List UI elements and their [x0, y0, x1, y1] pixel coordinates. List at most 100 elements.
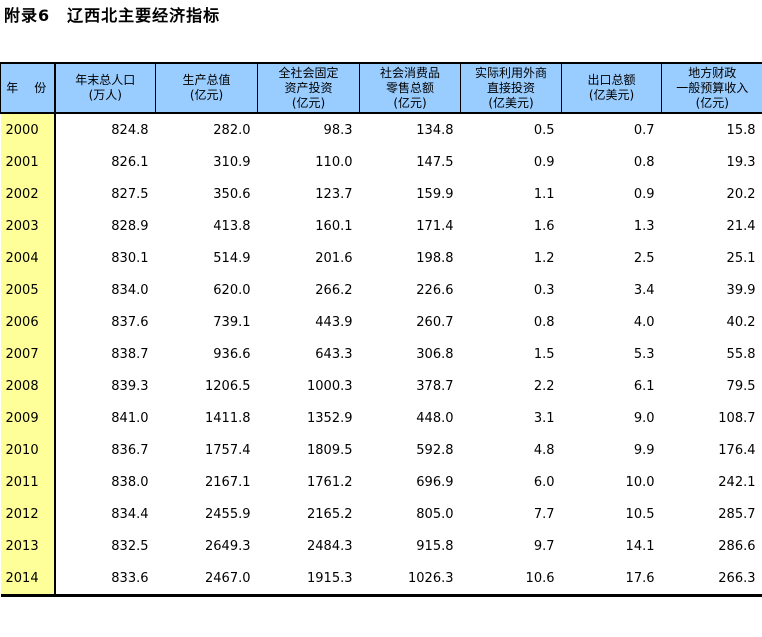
- value-cell-pop: 834.4: [54, 498, 156, 530]
- value-cell-fai: 1809.5: [257, 434, 360, 466]
- column-header-line: (亿元): [189, 88, 224, 102]
- value-cell-fis: 176.4: [661, 434, 762, 466]
- value-cell-ret: 448.0: [359, 402, 461, 434]
- value-cell-fis: 25.1: [661, 242, 762, 274]
- table-header: 年 份年末总人口 (万人) 生产总值 (亿元) 全社会固定 资产投资 (亿元) 社会消费品 零售…: [0, 62, 762, 114]
- value-cell-exp: 1.3: [561, 210, 662, 242]
- value-cell-fdi: 3.1: [460, 402, 562, 434]
- value-cell-fai: 1352.9: [257, 402, 360, 434]
- value-cell-pop: 832.5: [54, 530, 156, 562]
- value-cell-fai: 201.6: [257, 242, 360, 274]
- value-cell-exp: 2.5: [561, 242, 662, 274]
- column-header-line: (亿美元): [588, 88, 635, 102]
- value-cell-pop: 827.5: [54, 178, 156, 210]
- year-cell: 2004: [0, 242, 56, 274]
- value-cell-fai: 2165.2: [257, 498, 360, 530]
- year-cell: 2012: [0, 498, 56, 530]
- value-cell-gdp: 2167.1: [155, 466, 258, 498]
- table-row: 2001 826.1 310.9 110.0 147.5 0.9 0.8 19.3: [0, 146, 762, 178]
- table-row: 2013 832.5 2649.3 2484.3 915.8 9.7 14.1 286.6: [0, 530, 762, 562]
- value-cell-exp: 4.0: [561, 306, 662, 338]
- value-cell-gdp: 413.8: [155, 210, 258, 242]
- value-cell-fis: 55.8: [661, 338, 762, 370]
- value-cell-exp: 9.9: [561, 434, 662, 466]
- table-row: 2012 834.4 2455.9 2165.2 805.0 7.7 10.5 285.7: [0, 498, 762, 530]
- value-cell-pop: 841.0: [54, 402, 156, 434]
- year-cell: 2011: [0, 466, 56, 498]
- value-cell-fdi: 0.9: [460, 146, 562, 178]
- value-cell-pop: 834.0: [54, 274, 156, 306]
- value-cell-exp: 0.7: [561, 113, 662, 146]
- year-cell: 2014: [0, 562, 56, 596]
- value-cell-fdi: 1.5: [460, 338, 562, 370]
- value-cell-fis: 285.7: [661, 498, 762, 530]
- value-cell-fdi: 1.6: [460, 210, 562, 242]
- value-cell-fai: 443.9: [257, 306, 360, 338]
- value-cell-fdi: 0.5: [460, 113, 562, 146]
- value-cell-fai: 1915.3: [257, 562, 360, 596]
- value-cell-fai: 98.3: [257, 113, 360, 146]
- value-cell-pop: 839.3: [54, 370, 156, 402]
- value-cell-ret: 147.5: [359, 146, 461, 178]
- value-cell-gdp: 310.9: [155, 146, 258, 178]
- value-cell-exp: 17.6: [561, 562, 662, 596]
- value-cell-pop: 828.9: [54, 210, 156, 242]
- column-header-line: 社会消费品: [379, 65, 440, 80]
- column-header-line: (亿元): [695, 95, 729, 110]
- column-header-line: 全社会固定: [278, 65, 339, 80]
- value-cell-exp: 10.5: [561, 498, 662, 530]
- value-cell-gdp: 514.9: [155, 242, 258, 274]
- table-row: 2010 836.7 1757.4 1809.5 592.8 4.8 9.9 176.4: [0, 434, 762, 466]
- table-row: 2003 828.9 413.8 160.1 171.4 1.6 1.3 21.4: [0, 210, 762, 242]
- value-cell-ret: 226.6: [359, 274, 461, 306]
- value-cell-exp: 0.8: [561, 146, 662, 178]
- column-header-line: (亿元): [393, 95, 427, 110]
- value-cell-ret: 134.8: [359, 113, 461, 146]
- column-header-line: 生产总值: [182, 73, 231, 87]
- value-cell-ret: 198.8: [359, 242, 461, 274]
- value-cell-gdp: 2649.3: [155, 530, 258, 562]
- value-cell-ret: 1026.3: [359, 562, 461, 596]
- value-cell-fai: 110.0: [257, 146, 360, 178]
- table-header-row: 年 份年末总人口 (万人) 生产总值 (亿元) 全社会固定 资产投资 (亿元) 社会消费品 零售…: [0, 62, 762, 114]
- year-cell: 2000: [0, 113, 56, 146]
- value-cell-fdi: 0.3: [460, 274, 562, 306]
- value-cell-ret: 260.7: [359, 306, 461, 338]
- value-cell-fis: 108.7: [661, 402, 762, 434]
- year-cell: 2001: [0, 146, 56, 178]
- value-cell-fis: 21.4: [661, 210, 762, 242]
- value-cell-pop: 824.8: [54, 113, 156, 146]
- value-cell-exp: 10.0: [561, 466, 662, 498]
- value-cell-fdi: 6.0: [460, 466, 562, 498]
- table-row: 2005 834.0 620.0 266.2 226.6 0.3 3.4 39.9: [0, 274, 762, 306]
- value-cell-exp: 6.1: [561, 370, 662, 402]
- value-cell-gdp: 282.0: [155, 113, 258, 146]
- value-cell-gdp: 739.1: [155, 306, 258, 338]
- column-header-line: 实际利用外商: [474, 65, 547, 80]
- value-cell-pop: 838.7: [54, 338, 156, 370]
- table-row: 2014 833.6 2467.0 1915.3 1026.3 10.6 17.6 266.3: [0, 562, 762, 596]
- value-cell-gdp: 1757.4: [155, 434, 258, 466]
- value-cell-pop: 837.6: [54, 306, 156, 338]
- value-cell-ret: 306.8: [359, 338, 461, 370]
- value-cell-fdi: 1.1: [460, 178, 562, 210]
- value-cell-gdp: 620.0: [155, 274, 258, 306]
- table-body: 2000 824.8 282.0 98.3 134.8 0.5 0.7 15.8 2001 826…: [0, 113, 762, 596]
- page-title: 附录6 辽西北主要经济指标: [4, 6, 221, 25]
- value-cell-ret: 378.7: [359, 370, 461, 402]
- column-header-fai: 全社会固定 资产投资 (亿元): [257, 62, 360, 114]
- year-cell: 2005: [0, 274, 56, 306]
- year-cell: 2010: [0, 434, 56, 466]
- value-cell-ret: 159.9: [359, 178, 461, 210]
- table-row: 2000 824.8 282.0 98.3 134.8 0.5 0.7 15.8: [0, 113, 762, 146]
- economic-indicators-table: 年 份年末总人口 (万人) 生产总值 (亿元) 全社会固定 资产投资 (亿元) 社会消费品 零售…: [0, 62, 762, 597]
- year-cell: 2007: [0, 338, 56, 370]
- value-cell-exp: 0.9: [561, 178, 662, 210]
- column-header-fdi: 实际利用外商 直接投资 (亿美元): [460, 62, 562, 114]
- value-cell-fai: 160.1: [257, 210, 360, 242]
- year-cell: 2009: [0, 402, 56, 434]
- value-cell-gdp: 2467.0: [155, 562, 258, 596]
- year-cell: 2002: [0, 178, 56, 210]
- value-cell-ret: 915.8: [359, 530, 461, 562]
- value-cell-pop: 826.1: [54, 146, 156, 178]
